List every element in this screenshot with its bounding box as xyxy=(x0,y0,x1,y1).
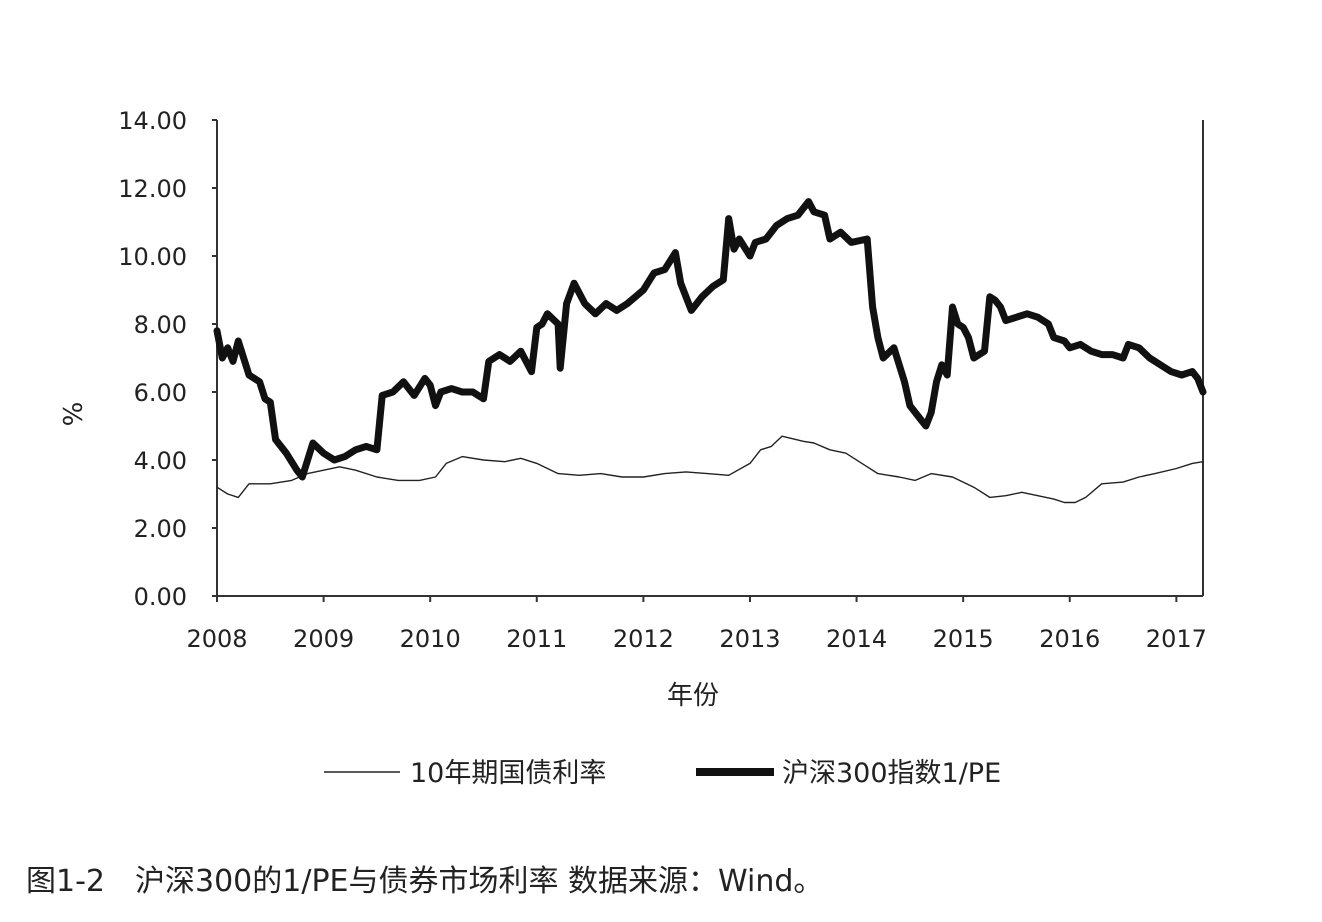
figure-caption: 图1-2 沪深300的1/PE与债券市场利率 数据来源：Wind。 xyxy=(26,864,824,899)
x-tick-label: 2010 xyxy=(400,625,461,653)
series-line-hs300-inverse-pe xyxy=(213,198,1207,481)
y-axis-title: % xyxy=(59,402,89,427)
y-tick-label: 4.00 xyxy=(134,447,187,475)
y-tick-label: 6.00 xyxy=(134,379,187,407)
y-tick-label: 10.00 xyxy=(118,243,187,271)
x-tick-label: 2008 xyxy=(186,625,247,653)
y-axis-ticks: 0.00 2.00 4.00 6.00 8.00 10.00 12.00 14.00 xyxy=(118,107,217,611)
y-tick-label: 8.00 xyxy=(134,311,187,339)
legend-label: 10年期国债利率 xyxy=(410,758,606,789)
y-tick-label: 2.00 xyxy=(134,515,187,543)
y-tick-label: 14.00 xyxy=(118,107,187,135)
x-tick-label: 2012 xyxy=(613,625,674,653)
legend: 10年期国债利率 沪深300指数1/PE xyxy=(324,758,1001,789)
x-tick-label: 2017 xyxy=(1146,625,1207,653)
x-tick-label: 2014 xyxy=(826,625,887,653)
x-tick-label: 2013 xyxy=(719,625,780,653)
x-tick-label: 2016 xyxy=(1039,625,1100,653)
x-tick-label: 2011 xyxy=(506,625,567,653)
series-layer xyxy=(213,198,1207,504)
x-axis-title: 年份 xyxy=(667,681,719,711)
y-tick-label: 12.00 xyxy=(118,175,187,203)
series-line-10y-bond-yield xyxy=(216,435,1204,504)
axes xyxy=(216,120,1204,597)
x-tick-label: 2015 xyxy=(933,625,994,653)
y-tick-label: 0.00 xyxy=(134,583,187,611)
legend-label: 沪深300指数1/PE xyxy=(782,758,1001,789)
x-axis-ticks: 2008 2009 2010 2011 2012 2013 2014 2015 2016 2017 xyxy=(186,596,1207,653)
x-tick-label: 2009 xyxy=(293,625,354,653)
